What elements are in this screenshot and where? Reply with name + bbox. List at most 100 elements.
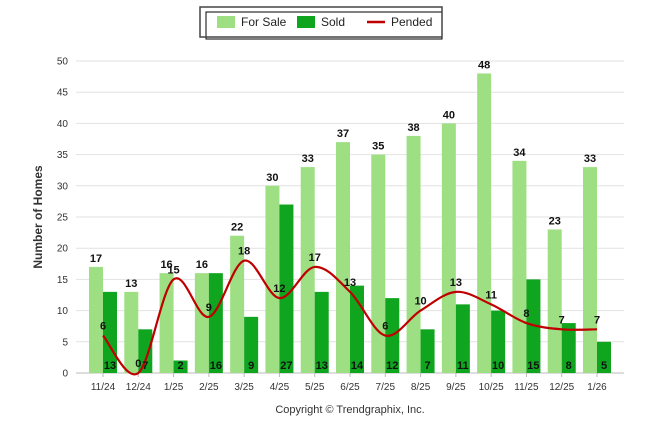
y-tick-label: 20 xyxy=(57,244,69,255)
for-sale-value-label: 37 xyxy=(337,128,349,140)
pended-line xyxy=(102,259,598,376)
x-tick-label: 9/25 xyxy=(446,382,466,393)
bar-for-sale xyxy=(265,185,280,373)
x-tick-label: 10/25 xyxy=(479,382,504,393)
x-tick-label: 11/24 xyxy=(91,382,116,393)
y-tick-label: 30 xyxy=(57,181,69,192)
bar-sold xyxy=(561,323,576,373)
for-sale-value-label: 40 xyxy=(443,109,455,121)
sold-value-label: 16 xyxy=(210,360,222,372)
sold-value-label: 10 xyxy=(492,360,504,372)
bar-sold xyxy=(244,316,259,373)
sold-value-label: 13 xyxy=(316,360,328,372)
bar-sold xyxy=(455,304,470,373)
for-sale-value-label: 23 xyxy=(549,215,561,227)
for-sale-value-label: 33 xyxy=(584,153,596,165)
x-tick-label: 2/25 xyxy=(199,382,219,393)
legend: For Sale Sold Pended xyxy=(199,6,443,40)
for-sale-value-label: 48 xyxy=(478,59,490,71)
legend-label: Sold xyxy=(321,15,345,29)
sold-value-label: 11 xyxy=(457,360,469,372)
for-sale-value-label: 30 xyxy=(266,172,278,184)
sold-value-label: 14 xyxy=(351,360,364,372)
for-sale-value-label: 34 xyxy=(513,147,526,159)
x-tick-label: 3/25 xyxy=(234,382,254,393)
y-axis: 0 5 10 15 20 25 30 35 40 45 50 xyxy=(57,57,69,380)
for-sale-value-label: 13 xyxy=(125,278,137,290)
x-tick-label: 5/25 xyxy=(305,382,325,393)
sold-value-label: 13 xyxy=(104,360,116,372)
for-sale-value-label: 35 xyxy=(372,141,384,153)
bar-sold xyxy=(491,310,506,373)
sold-value-label: 7 xyxy=(142,360,148,372)
pended-value-label: 18 xyxy=(238,246,250,258)
x-tick-label: 6/25 xyxy=(340,382,360,393)
pended-value-label: 13 xyxy=(450,277,462,289)
y-tick-label: 35 xyxy=(57,150,69,161)
pended-value-label: 11 xyxy=(485,289,497,301)
pended-value-label: 10 xyxy=(414,296,426,308)
sold-value-label: 5 xyxy=(601,360,607,372)
bar-for-sale xyxy=(336,142,350,373)
x-tick-label: 4/25 xyxy=(270,382,290,393)
copyright-text: Copyright © Trendgraphix, Inc. xyxy=(275,404,424,416)
pended-value-label: 17 xyxy=(309,252,321,264)
bars xyxy=(89,73,611,374)
bar-for-sale xyxy=(547,229,562,373)
for-sale-value-label: 16 xyxy=(160,259,172,271)
for-sale-value-label: 16 xyxy=(196,259,208,271)
x-tick-label: 11/25 xyxy=(514,382,539,393)
legend-box xyxy=(205,11,443,40)
x-tick-label: 8/25 xyxy=(411,382,431,393)
bar-for-sale xyxy=(477,73,492,373)
for-sale-value-label: 38 xyxy=(407,122,419,134)
bar-sold xyxy=(597,341,611,373)
y-tick-label: 15 xyxy=(57,275,69,286)
pended-value-label: 8 xyxy=(523,308,529,320)
for-sale-value-label: 22 xyxy=(231,222,243,234)
legend-swatch xyxy=(217,16,235,28)
bar-for-sale xyxy=(230,235,245,373)
bar-sold xyxy=(208,273,223,373)
pended-value-label: 13 xyxy=(344,277,356,289)
y-tick-label: 40 xyxy=(57,119,69,130)
pended-line-path xyxy=(102,259,598,376)
x-tick-label: 12/25 xyxy=(549,382,574,393)
legend-label: Pended xyxy=(391,15,432,29)
legend-border xyxy=(199,6,443,38)
y-tick-label: 45 xyxy=(57,88,69,99)
bar-for-sale xyxy=(194,273,209,373)
for-sale-value-label: 33 xyxy=(302,153,314,165)
pended-value-label: 6 xyxy=(100,321,106,333)
x-axis: 11/24 12/24 1/25 2/25 3/25 4/25 5/25 6/25 7/25 8/… xyxy=(91,373,607,393)
bar-sold xyxy=(173,360,188,373)
y-tick-label: 5 xyxy=(62,337,68,348)
bar-sold xyxy=(420,329,435,373)
bar-for-sale xyxy=(89,266,103,373)
bar-for-sale xyxy=(583,167,597,373)
bar-for-sale xyxy=(371,154,386,373)
pended-value-label: 6 xyxy=(382,321,388,333)
bar-sold xyxy=(138,329,153,373)
y-tick-label: 0 xyxy=(62,369,68,380)
pended-value-label: 0 xyxy=(135,358,141,370)
pended-value-label: 7 xyxy=(594,314,600,326)
sold-value-label: 7 xyxy=(425,360,431,372)
bar-for-sale xyxy=(124,291,139,373)
legend-swatch xyxy=(297,16,315,28)
y-axis-title: Number of Homes xyxy=(31,165,45,269)
x-tick-label: 12/24 xyxy=(126,382,151,393)
sold-value-label: 2 xyxy=(178,360,184,372)
for-sale-value-label: 17 xyxy=(90,253,102,265)
x-tick-label: 7/25 xyxy=(376,382,396,393)
y-tick-label: 10 xyxy=(57,306,69,317)
pended-value-label: 7 xyxy=(559,314,565,326)
bar-for-sale xyxy=(441,123,456,374)
pended-value-label: 12 xyxy=(273,283,285,295)
data-labels: 17 13 13 7 16 2 16 16 22 9 30 27 33 13 37 14 35 12 38 7 40 11… xyxy=(90,59,607,372)
bar-for-sale xyxy=(159,273,174,373)
bar-for-sale xyxy=(512,160,527,373)
pended-value-label: 15 xyxy=(167,264,179,276)
bar-for-sale xyxy=(406,135,421,373)
